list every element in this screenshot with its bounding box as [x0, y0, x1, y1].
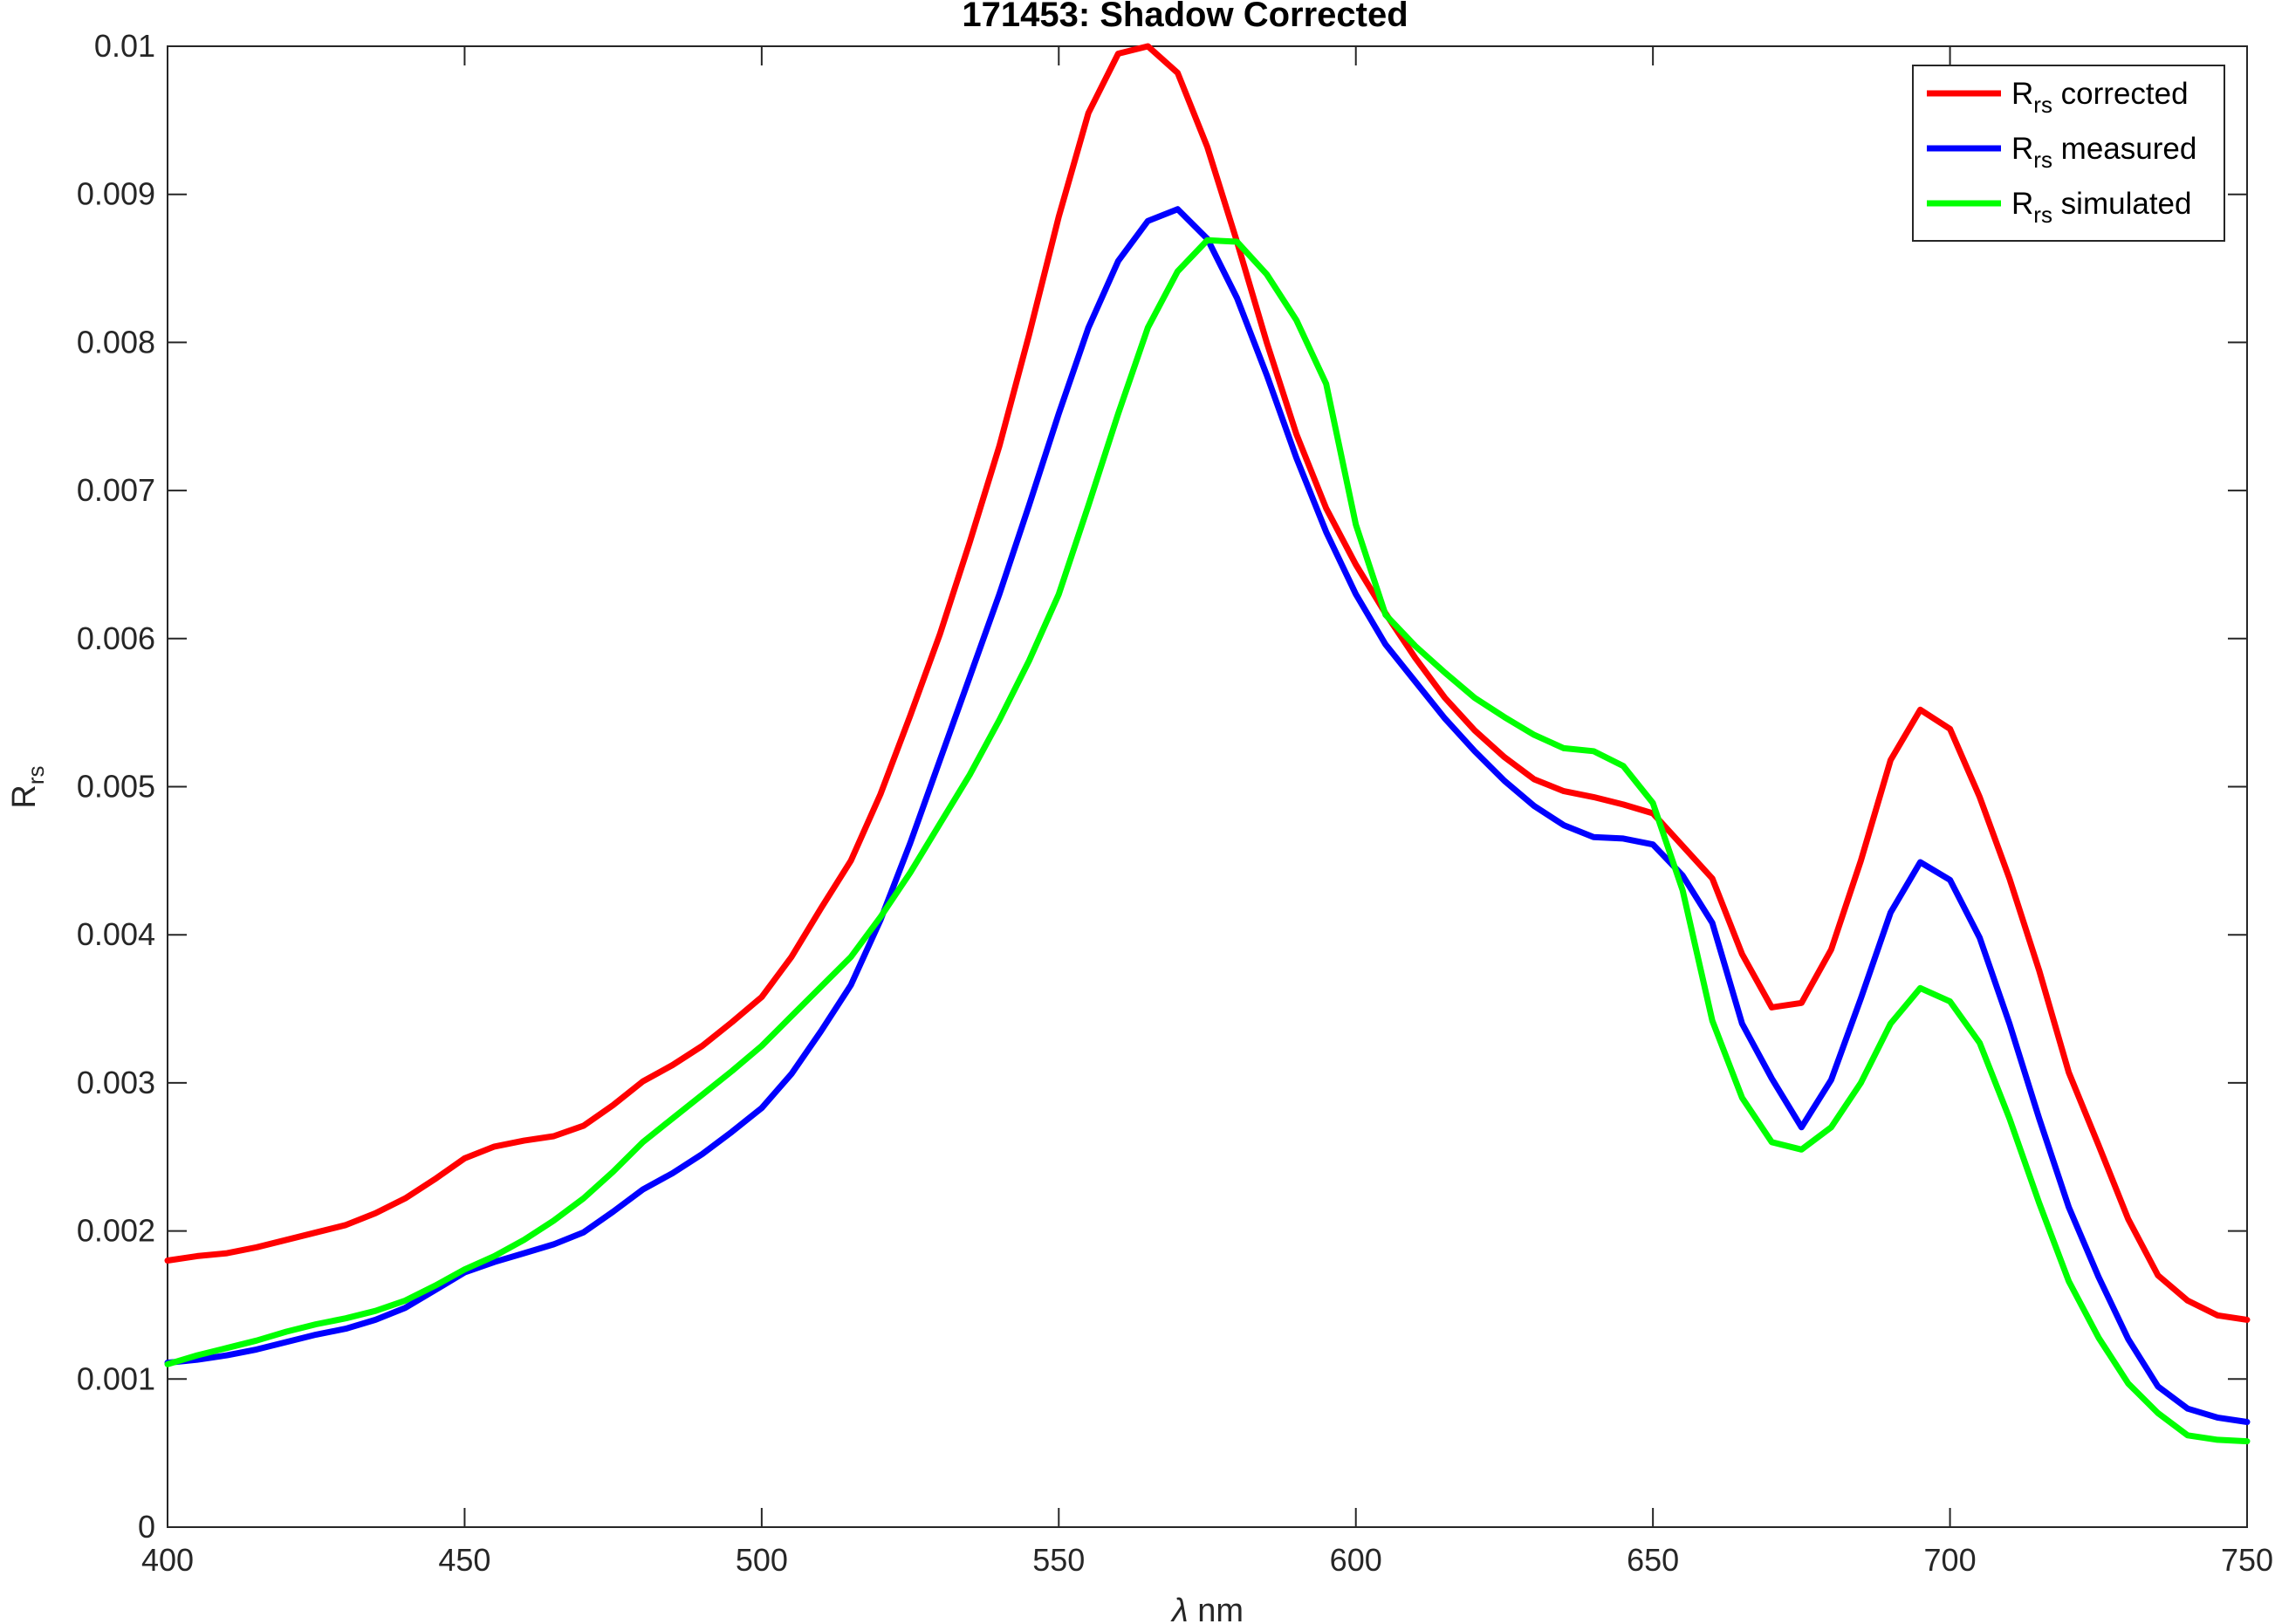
y-axis-label: Rrs: [6, 765, 49, 808]
series-line-0: [164, 43, 2251, 1323]
y-tick-label: 0.004: [77, 916, 155, 952]
x-tick-label: 400: [141, 1542, 194, 1578]
y-tick-label: 0.006: [77, 620, 155, 656]
x-tick-label: 700: [1924, 1542, 1977, 1578]
legend-label-sub: rs: [2033, 147, 2052, 173]
y-axis-label-sub: rs: [23, 765, 49, 785]
plot-frame: [167, 45, 2248, 1528]
legend-label-main: R: [2011, 77, 2033, 111]
x-tick-label: 450: [438, 1542, 490, 1578]
legend-label-sub: rs: [2033, 92, 2052, 118]
y-tick-label: 0.007: [77, 472, 155, 508]
y-axis-ticks: 0 0.001 0.002 0.003 0.004 0.005 0.006 0.007 0.00…: [77, 28, 2247, 1545]
x-axis-label-symbol: λ: [1170, 1593, 1189, 1624]
series-line-1: [164, 206, 2251, 1425]
legend-label-rest: simulated: [2052, 187, 2192, 221]
legend-label-main: R: [2011, 187, 2033, 221]
x-tick-label: 750: [2221, 1542, 2273, 1578]
y-tick-label: 0.005: [77, 769, 155, 805]
y-tick-label: 0.008: [77, 324, 155, 360]
x-tick-label: 500: [736, 1542, 788, 1578]
legend-label-rest: corrected: [2052, 77, 2189, 111]
series-line-2: [164, 236, 2251, 1445]
legend-label-sub: rs: [2033, 202, 2052, 228]
x-axis-label-unit: nm: [1189, 1593, 1244, 1624]
y-tick-label: 0.009: [77, 176, 155, 212]
x-tick-label: 550: [1032, 1542, 1085, 1578]
y-tick-label: 0.01: [94, 28, 155, 64]
legend-label-rest: measured: [2052, 132, 2196, 166]
x-tick-label: 600: [1330, 1542, 1382, 1578]
plot-area: [167, 45, 2248, 1528]
y-tick-label: 0.001: [77, 1360, 155, 1396]
y-tick-label: 0.003: [77, 1065, 155, 1100]
x-axis-label: λ nm: [1170, 1593, 1244, 1624]
legend-label-2: Rrs simulated: [2011, 187, 2191, 228]
chart-title: 171453: Shadow Corrected: [962, 0, 1408, 34]
y-axis-label-main: R: [6, 785, 43, 808]
x-tick-label: 650: [1627, 1542, 1679, 1578]
series-group: [164, 43, 2251, 1445]
x-axis-ticks: 400 450 500 550 600 650 700 750: [141, 46, 2273, 1578]
legend-label-main: R: [2011, 132, 2033, 166]
y-tick-label: 0: [138, 1509, 155, 1545]
legend-label-1: Rrs measured: [2011, 132, 2196, 173]
y-tick-label: 0.002: [77, 1213, 155, 1249]
legend-label-0: Rrs corrected: [2011, 77, 2189, 118]
